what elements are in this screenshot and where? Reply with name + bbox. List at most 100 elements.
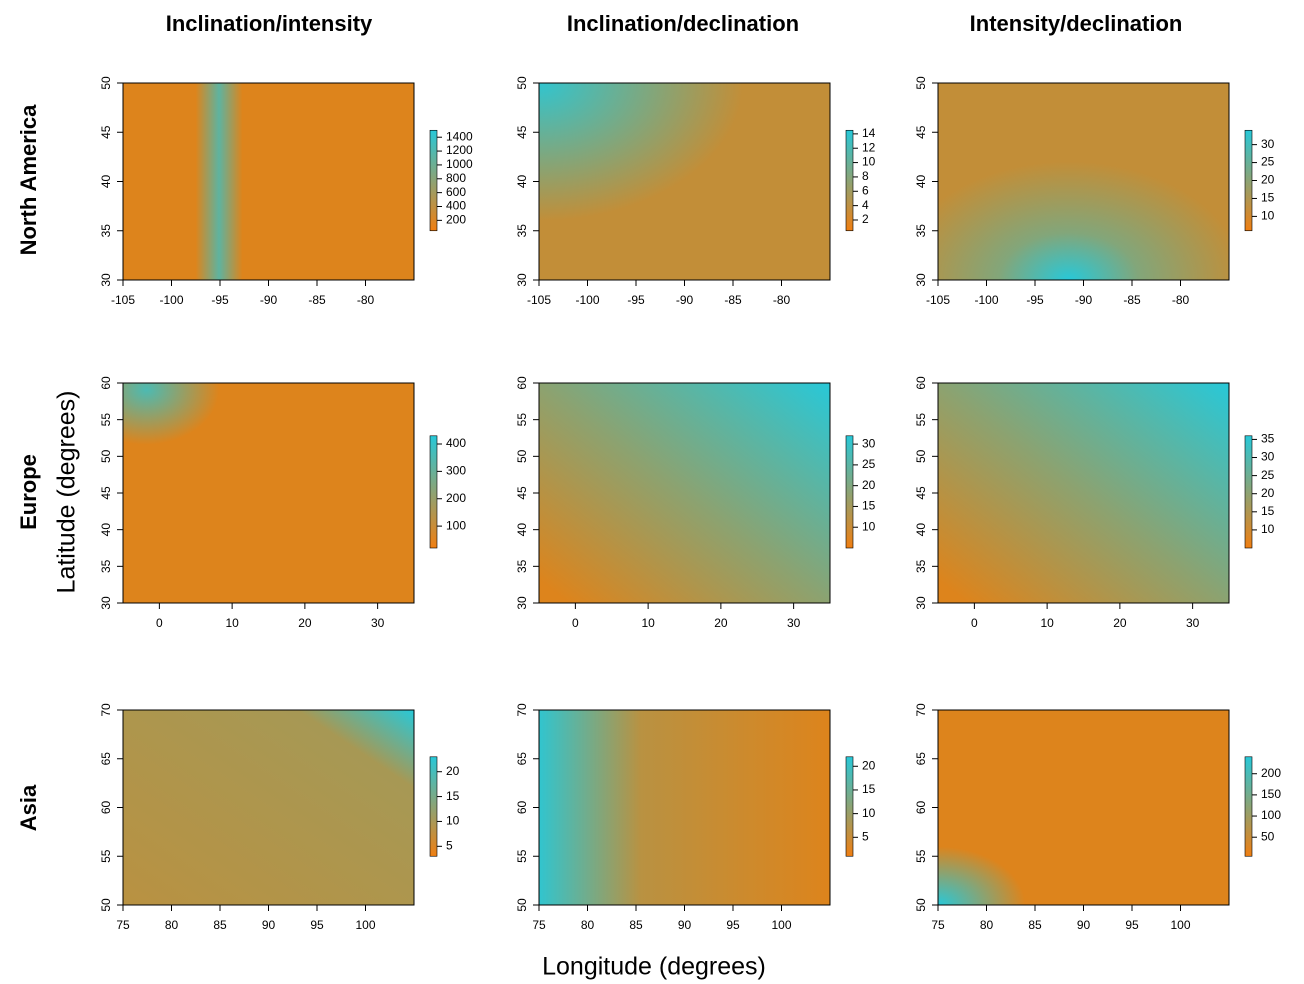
y-tick-label: 55 [515, 413, 529, 427]
heat-field-overlay [539, 383, 830, 603]
colorbar-tick-label: 12 [862, 140, 876, 154]
x-tick-label: 80 [581, 918, 595, 932]
x-tick-label: -95 [1026, 293, 1044, 307]
y-tick-label: 35 [515, 559, 529, 573]
x-tick-label: -100 [159, 293, 183, 307]
colorbar-tick-label: 5 [446, 838, 453, 852]
x-tick-label: 90 [1077, 918, 1091, 932]
colorbar [429, 756, 438, 857]
y-tick-label: 65 [515, 752, 529, 766]
x-tick-label: -105 [527, 293, 551, 307]
heat-field-overlay [539, 83, 830, 280]
heat-field-overlay [938, 383, 1229, 603]
y-tick-label: 40 [914, 523, 928, 537]
x-tick-label: 95 [310, 918, 324, 932]
y-tick-label: 45 [515, 125, 529, 139]
y-tick-label: 55 [99, 413, 113, 427]
colorbar-tick-label: 300 [446, 464, 466, 478]
colorbar-tick-label: 6 [862, 183, 869, 197]
y-tick-label: 45 [914, 125, 928, 139]
colorbar-tick-label: 400 [446, 436, 466, 450]
colorbar [845, 129, 854, 232]
colorbar [845, 756, 854, 857]
colorbar-tick-label: 50 [1261, 829, 1275, 843]
colorbar-tick-label: 200 [446, 213, 466, 227]
x-tick-label: 20 [714, 616, 728, 630]
y-tick-label: 45 [99, 486, 113, 500]
colorbar-tick-label: 400 [446, 199, 466, 213]
row-title: North America [16, 104, 41, 256]
column-title: Inclination/intensity [166, 11, 373, 36]
colorbar-tick-label: 1400 [446, 129, 473, 143]
x-tick-label: 85 [213, 918, 227, 932]
colorbar-tick-label: 10 [1261, 522, 1275, 536]
y-tick-label: 40 [515, 523, 529, 537]
colorbar-tick-label: 800 [446, 171, 466, 185]
colorbar-tick-label: 20 [862, 758, 876, 772]
colorbar-tick-label: 20 [1261, 173, 1275, 187]
colorbar-tick-label: 8 [862, 169, 869, 183]
y-tick-label: 35 [914, 559, 928, 573]
x-tick-label: 30 [787, 616, 801, 630]
y-tick-label: 30 [99, 596, 113, 610]
y-tick-label: 40 [515, 175, 529, 189]
row-title: Asia [16, 784, 41, 831]
x-tick-label: -90 [1075, 293, 1093, 307]
colorbar-tick-label: 10 [862, 155, 876, 169]
colorbar-tick-label: 30 [862, 436, 876, 450]
colorbar [1244, 435, 1253, 549]
x-tick-label: -85 [308, 293, 326, 307]
x-tick-label: 95 [1125, 918, 1139, 932]
heat-field-overlay [123, 83, 414, 280]
heat-field-overlay [539, 710, 830, 905]
x-tick-label: -95 [211, 293, 229, 307]
colorbar [429, 435, 438, 549]
y-tick-label: 45 [914, 486, 928, 500]
colorbar-tick-label: 10 [1261, 209, 1275, 223]
x-tick-label: -80 [357, 293, 375, 307]
y-tick-label: 30 [914, 273, 928, 287]
colorbar-tick-label: 1200 [446, 143, 473, 157]
y-tick-label: 55 [515, 849, 529, 863]
colorbar-tick-label: 4 [862, 198, 869, 212]
colorbar-tick-label: 100 [1261, 808, 1281, 822]
y-tick-label: 35 [99, 559, 113, 573]
y-tick-label: 55 [914, 413, 928, 427]
y-tick-label: 70 [99, 703, 113, 717]
x-axis-label: Longitude (degrees) [542, 953, 766, 981]
x-tick-label: -80 [1172, 293, 1190, 307]
x-tick-label: -95 [627, 293, 645, 307]
colorbar-tick-label: 600 [446, 185, 466, 199]
colorbar-tick-label: 5 [862, 829, 869, 843]
colorbar [429, 129, 438, 232]
y-tick-label: 40 [99, 175, 113, 189]
x-tick-label: 0 [156, 616, 163, 630]
x-tick-label: 85 [629, 918, 643, 932]
column-title: Inclination/declination [567, 11, 799, 36]
colorbar-tick-label: 20 [1261, 486, 1275, 500]
colorbar-tick-label: 100 [446, 518, 466, 532]
x-tick-label: 80 [165, 918, 179, 932]
y-tick-label: 50 [914, 898, 928, 912]
colorbar-tick-label: 14 [862, 126, 876, 140]
x-tick-label: 90 [262, 918, 276, 932]
colorbar-tick-label: 20 [446, 764, 460, 778]
x-tick-label: 20 [1113, 616, 1127, 630]
x-tick-label: 100 [1170, 918, 1190, 932]
colorbar-tick-label: 20 [862, 478, 876, 492]
colorbar-tick-label: 30 [1261, 137, 1275, 151]
y-tick-label: 50 [99, 449, 113, 463]
y-tick-label: 55 [99, 849, 113, 863]
y-axis-label: Latitude (degrees) [53, 391, 81, 594]
y-tick-label: 50 [515, 76, 529, 90]
x-tick-label: 0 [572, 616, 579, 630]
y-tick-label: 50 [99, 76, 113, 90]
y-tick-label: 30 [99, 273, 113, 287]
y-tick-label: 60 [99, 376, 113, 390]
y-tick-label: 60 [99, 801, 113, 815]
y-tick-label: 45 [515, 486, 529, 500]
y-tick-label: 70 [914, 703, 928, 717]
y-tick-label: 60 [515, 801, 529, 815]
y-tick-label: 35 [914, 224, 928, 238]
row-title: Europe [16, 454, 41, 530]
